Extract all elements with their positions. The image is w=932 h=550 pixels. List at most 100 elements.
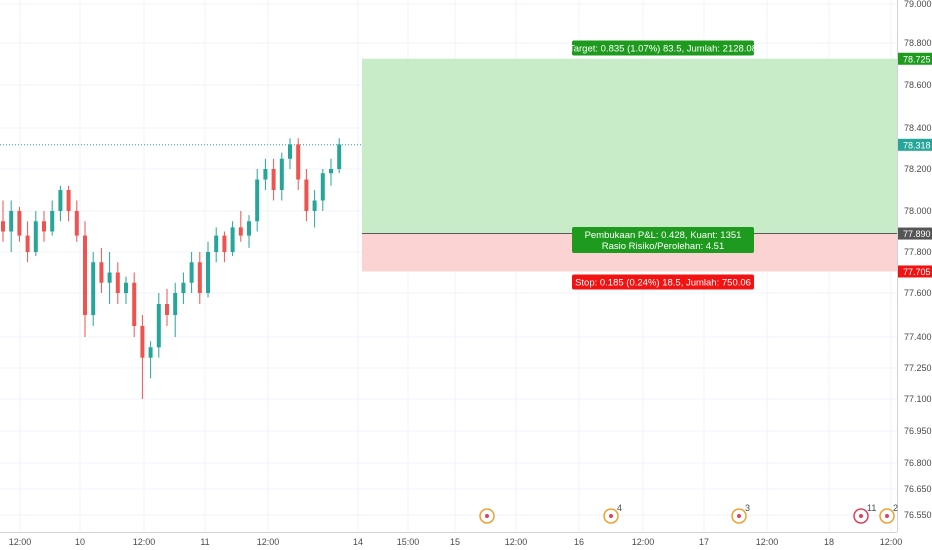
candle-body xyxy=(181,282,186,293)
y-tick-label: 77.400 xyxy=(904,332,932,342)
candle-body xyxy=(83,235,87,315)
y-tick-label: 76.550 xyxy=(904,510,932,520)
candle-body xyxy=(222,235,227,252)
target-label-text: Target: 0.835 (1.07%) 83.5, Jumlah: 2128… xyxy=(569,44,757,55)
candle-body xyxy=(115,272,120,293)
y-tick-label: 76.650 xyxy=(904,484,932,494)
event-markers[interactable]: 4 3 11 2 xyxy=(479,503,898,524)
candle-body xyxy=(66,190,71,211)
x-tick-label: 12:00 xyxy=(505,537,528,547)
candle-body xyxy=(238,227,243,236)
candle-body xyxy=(214,235,219,252)
candle-body xyxy=(156,304,161,348)
event-count: 11 xyxy=(867,503,876,513)
candle-body xyxy=(337,144,342,169)
x-tick-label: 12:00 xyxy=(257,537,280,547)
x-tick-label: 14 xyxy=(353,537,363,547)
candle-body xyxy=(296,144,301,180)
x-tick-label: 10 xyxy=(75,537,85,547)
x-tick-label: 12:00 xyxy=(880,537,903,547)
candle-body xyxy=(247,221,251,236)
x-tick-label: 12:00 xyxy=(756,537,779,547)
candle-body xyxy=(33,221,38,252)
candle-body xyxy=(320,173,325,201)
x-tick-label: 12:00 xyxy=(9,537,32,547)
y-tick-label: 77.250 xyxy=(904,363,932,373)
candle-body xyxy=(17,211,22,236)
x-tick-label: 11 xyxy=(200,537,209,547)
candle-body xyxy=(74,211,79,236)
current-price-tag-text: 78.318 xyxy=(903,140,931,150)
candle-body xyxy=(255,179,260,222)
candle-body xyxy=(58,190,63,211)
x-tick-label: 12:00 xyxy=(632,537,655,547)
position-info-label-text: Rasio Risiko/Perolehan: 4.51 xyxy=(602,241,725,252)
candle-body xyxy=(288,144,292,159)
candle-body xyxy=(271,169,276,190)
stop-label xyxy=(572,274,754,290)
x-tick-label: 18 xyxy=(824,537,834,547)
candle-body xyxy=(206,252,210,293)
y-tick-label: 77.100 xyxy=(904,394,932,404)
y-tick-label: 77.600 xyxy=(904,288,932,298)
event-marker-dot xyxy=(859,514,863,518)
candle-body xyxy=(132,282,137,326)
x-tick-label: 17 xyxy=(699,537,709,547)
candle-body xyxy=(140,326,145,358)
y-tick-label: 77.800 xyxy=(904,247,932,257)
target-price-tag xyxy=(898,52,932,65)
event-marker-dot xyxy=(485,514,489,518)
candle-body xyxy=(230,227,235,252)
target-zone[interactable] xyxy=(362,58,897,234)
candle-body xyxy=(304,179,309,211)
y-tick-label: 78.000 xyxy=(904,206,932,216)
candle-body xyxy=(107,272,112,283)
candle-body xyxy=(42,221,46,232)
candle-body xyxy=(91,262,96,315)
y-tick-label: 78.400 xyxy=(904,123,932,133)
y-tick-label: 78.800 xyxy=(904,38,932,48)
candle-body xyxy=(124,282,128,293)
candle-body xyxy=(173,293,178,315)
event-count: 3 xyxy=(745,503,750,513)
event-marker-dot xyxy=(737,514,741,518)
event-count: 2 xyxy=(893,503,898,513)
candle-body xyxy=(189,262,194,283)
candle-body xyxy=(25,235,30,252)
time-axis[interactable]: 12:00 10 12:00 11 12:00 14 15:00 15 12:00 16 12:00… xyxy=(9,537,903,547)
y-tick-label: 79.000 xyxy=(904,0,932,9)
candle-body xyxy=(9,211,14,232)
event-marker-dot xyxy=(609,514,613,518)
position-zones[interactable] xyxy=(362,58,897,272)
candle-body xyxy=(312,200,317,211)
x-tick-label: 15 xyxy=(450,537,460,547)
candle-body xyxy=(329,169,333,174)
candle-body xyxy=(50,211,55,232)
candle-body xyxy=(99,262,104,283)
target-price-tag-text: 78.725 xyxy=(903,54,931,64)
x-tick-label: 12:00 xyxy=(133,537,156,547)
entry-price-tag xyxy=(898,227,932,240)
y-tick-label: 78.200 xyxy=(904,164,932,174)
current-price-tag xyxy=(898,138,932,151)
position-info-label xyxy=(572,227,754,253)
entry-price-tag-text: 77.890 xyxy=(903,229,931,239)
position-info-label-text: Pembukaan P&L: 0.428, Kuant: 1351 xyxy=(585,230,742,241)
candles xyxy=(1,138,342,399)
y-tick-label: 76.950 xyxy=(904,426,932,436)
event-count: 4 xyxy=(617,503,622,513)
candle-body xyxy=(197,262,202,293)
candle-body xyxy=(263,169,268,180)
price-axis[interactable]: 79.000 78.800 78.600 78.400 78.200 78.000 77.8… xyxy=(898,0,932,520)
x-tick-label: 16 xyxy=(574,537,584,547)
stop-price-tag xyxy=(898,265,932,278)
x-tick-label: 15:00 xyxy=(397,537,420,547)
candle-body xyxy=(1,221,5,232)
stop-label-text: Stop: 0.185 (0.24%) 18.5, Jumlah: 750.06 xyxy=(575,278,751,289)
candle-body xyxy=(148,347,153,358)
candle-body xyxy=(165,304,169,315)
y-tick-label: 78.600 xyxy=(904,80,932,90)
target-label xyxy=(572,40,754,56)
y-tick-label: 76.800 xyxy=(904,458,932,468)
